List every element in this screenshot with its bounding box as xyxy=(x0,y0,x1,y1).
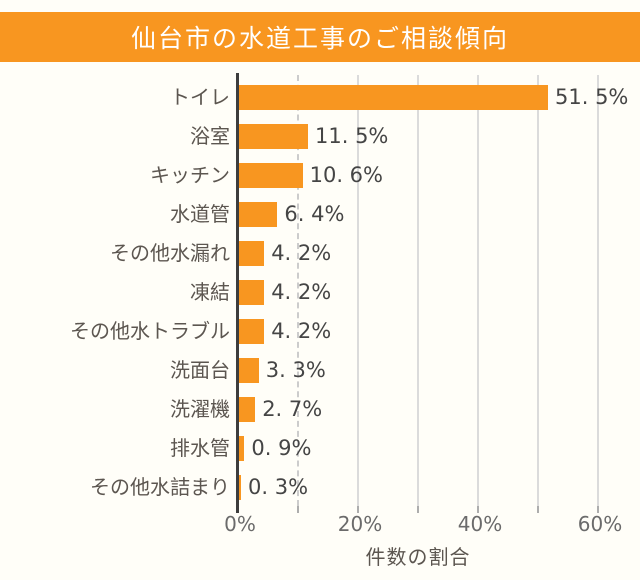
x-tick-mark xyxy=(297,506,299,513)
bar-row: その他水トラブル 4. 2% xyxy=(0,312,640,351)
bar xyxy=(239,357,259,383)
bar-row: 浴室 11. 5% xyxy=(0,117,640,156)
bar-row: 洗濯機 2. 7% xyxy=(0,390,640,429)
value-label: 3. 3% xyxy=(265,357,326,382)
category-label: その他水漏れ xyxy=(110,240,230,265)
category-label: キッチン xyxy=(150,162,230,187)
x-tick-label: 40% xyxy=(457,512,503,536)
grid-line xyxy=(597,75,599,506)
chart-title-banner: 仙台市の水道工事のご相談傾向 xyxy=(0,12,640,62)
bar xyxy=(239,201,278,227)
grid-line xyxy=(357,75,359,506)
x-tick-mark xyxy=(417,506,419,513)
x-tick-label: 20% xyxy=(337,512,383,536)
x-axis-title: 件数の割合 xyxy=(365,545,471,569)
bar xyxy=(239,396,256,422)
x-tick-mark xyxy=(537,506,539,513)
bar-row: 洗面台 3. 3% xyxy=(0,351,640,390)
bar xyxy=(239,279,265,305)
value-label: 4. 2% xyxy=(271,318,332,343)
chart-title: 仙台市の水道工事のご相談傾向 xyxy=(130,24,509,53)
category-label: 浴室 xyxy=(190,123,230,148)
x-tick-mark xyxy=(477,506,479,513)
value-label: 10. 6% xyxy=(309,162,383,187)
value-label: 2. 7% xyxy=(262,396,323,421)
value-label: 6. 4% xyxy=(284,201,345,226)
x-tick-mark xyxy=(597,506,599,513)
category-label: その他水トラブル xyxy=(70,318,230,343)
category-label: その他水詰まり xyxy=(90,474,230,499)
x-tick-mark xyxy=(357,506,359,513)
bar xyxy=(239,240,265,266)
x-tick-label: 60% xyxy=(577,512,623,536)
bar xyxy=(239,435,245,461)
grid-line xyxy=(477,75,479,506)
x-tick-mark xyxy=(237,506,239,513)
value-label: 51. 5% xyxy=(555,84,629,109)
value-label: 0. 3% xyxy=(248,474,309,499)
bar xyxy=(239,84,548,110)
bar-row: その他水詰まり 0. 3% xyxy=(0,468,640,507)
category-label: トイレ xyxy=(170,84,230,109)
grid-line xyxy=(417,75,419,506)
category-label: 排水管 xyxy=(170,435,230,460)
value-label: 4. 2% xyxy=(271,279,332,304)
x-tick-label: 0% xyxy=(224,512,256,536)
category-label: 凍結 xyxy=(190,279,230,304)
bar-row: トイレ 51. 5% xyxy=(0,78,640,117)
category-label: 洗濯機 xyxy=(170,396,230,421)
bar-row: 凍結 4. 2% xyxy=(0,273,640,312)
category-label: 水道管 xyxy=(170,201,230,226)
bar xyxy=(239,318,265,344)
grid-line xyxy=(537,75,539,506)
bar-row: 水道管 6. 4% xyxy=(0,195,640,234)
bar xyxy=(239,123,308,149)
value-label: 0. 9% xyxy=(251,435,312,460)
bar xyxy=(239,474,241,500)
value-label: 4. 2% xyxy=(271,240,332,265)
bar-row: キッチン 10. 6% xyxy=(0,156,640,195)
y-axis-line xyxy=(236,73,239,513)
grid-line xyxy=(297,75,299,506)
bar xyxy=(239,162,303,188)
bar-row: 排水管 0. 9% xyxy=(0,429,640,468)
bar-row: その他水漏れ 4. 2% xyxy=(0,234,640,273)
category-label: 洗面台 xyxy=(170,357,230,382)
value-label: 11. 5% xyxy=(315,123,389,148)
